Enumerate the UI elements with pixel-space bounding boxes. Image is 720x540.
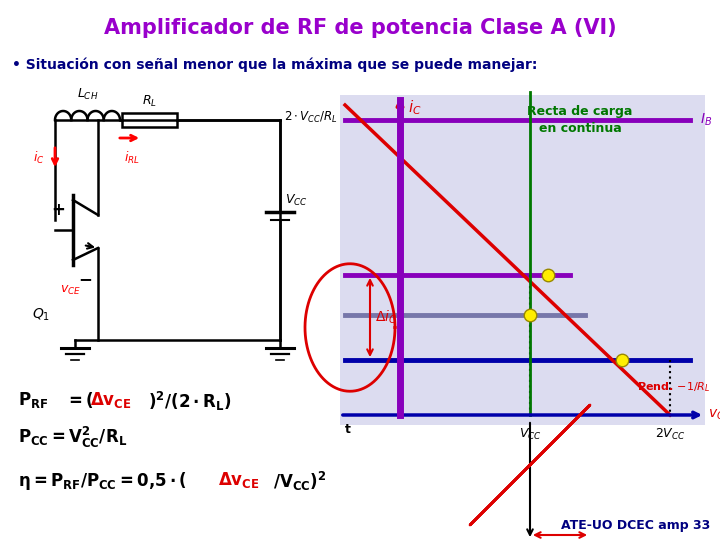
Text: en continua: en continua bbox=[539, 122, 621, 135]
Text: t: t bbox=[345, 423, 351, 436]
Text: $\mathbf{P_{CC} = V_{CC}^2/R_L}$: $\mathbf{P_{CC} = V_{CC}^2/R_L}$ bbox=[18, 425, 127, 450]
Text: ATE-UO DCEC amp 33: ATE-UO DCEC amp 33 bbox=[561, 519, 710, 532]
Text: $V_{CC}$: $V_{CC}$ bbox=[285, 192, 307, 207]
Text: $\mathbf{\Delta v_{CE}}$: $\mathbf{\Delta v_{CE}}$ bbox=[218, 470, 259, 490]
Text: $v_{CE}$: $v_{CE}$ bbox=[708, 408, 720, 422]
Text: $\mathbf{\eta = P_{RF}/P_{CC} = 0{,}5 \cdot (}$: $\mathbf{\eta = P_{RF}/P_{CC} = 0{,}5 \c… bbox=[18, 470, 187, 492]
Text: Amplificador de RF de potencia Clase A (VI): Amplificador de RF de potencia Clase A (… bbox=[104, 18, 616, 38]
Text: $\Delta i_C$: $\Delta i_C$ bbox=[375, 309, 397, 326]
Text: $\mathbf{= (}$: $\mathbf{= (}$ bbox=[65, 390, 94, 410]
Text: $\mathbf{/V_{CC})^2}$: $\mathbf{/V_{CC})^2}$ bbox=[273, 470, 326, 493]
Text: $v_{CE}$: $v_{CE}$ bbox=[60, 284, 81, 296]
Text: $Q_1$: $Q_1$ bbox=[32, 307, 50, 323]
Text: Pend. $-1/R_L$: Pend. $-1/R_L$ bbox=[637, 380, 711, 394]
Text: $i_C$: $i_C$ bbox=[33, 150, 45, 166]
Text: +: + bbox=[51, 201, 65, 219]
Text: $i_C$: $i_C$ bbox=[408, 98, 422, 117]
Text: Recta de carga: Recta de carga bbox=[527, 105, 633, 118]
Text: $L_{CH}$: $L_{CH}$ bbox=[77, 87, 98, 102]
Text: • Situación con señal menor que la máxima que se puede manejar:: • Situación con señal menor que la máxim… bbox=[12, 58, 537, 72]
Text: −: − bbox=[78, 270, 92, 288]
Text: $\mathbf{)^2/(2 \cdot R_L)}$: $\mathbf{)^2/(2 \cdot R_L)}$ bbox=[148, 390, 231, 413]
FancyBboxPatch shape bbox=[340, 95, 705, 425]
Text: $I_B$: $I_B$ bbox=[700, 112, 712, 128]
Text: $R_L$: $R_L$ bbox=[142, 94, 157, 109]
Text: $V_{CC}$: $V_{CC}$ bbox=[518, 427, 541, 442]
Text: $2V_{CC}$: $2V_{CC}$ bbox=[654, 427, 685, 442]
Text: $i_{RL}$: $i_{RL}$ bbox=[124, 150, 140, 166]
Text: $\mathbf{P_{RF}}$: $\mathbf{P_{RF}}$ bbox=[18, 390, 48, 410]
Text: $2\cdot V_{CC}/R_L$: $2\cdot V_{CC}/R_L$ bbox=[284, 110, 338, 125]
Text: $\mathbf{\Delta v_{CE}}$: $\mathbf{\Delta v_{CE}}$ bbox=[90, 390, 132, 410]
